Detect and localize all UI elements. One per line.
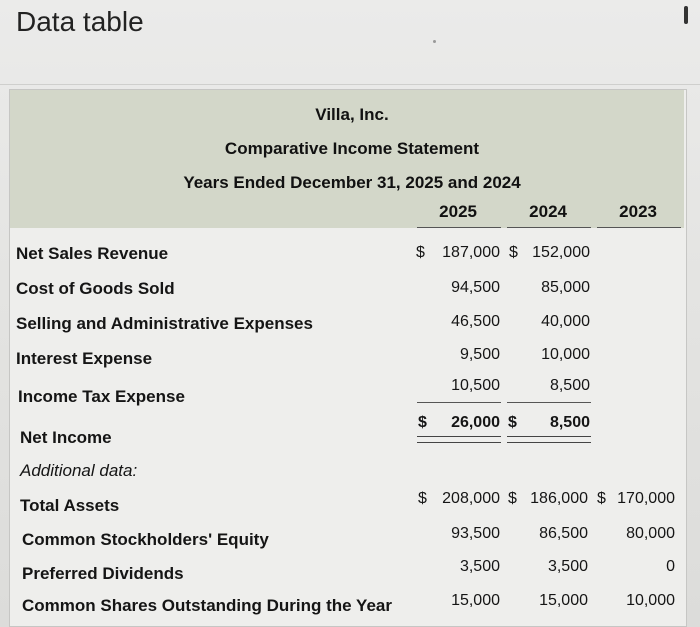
currency-symbol: $	[508, 414, 517, 431]
drag-handle-icon[interactable]	[684, 6, 688, 24]
value-2025: 208,000	[442, 490, 500, 507]
value-2024: 8,500	[549, 414, 590, 431]
currency-symbol: $	[418, 490, 427, 507]
value-2024: 186,000	[530, 490, 588, 507]
value-2024: 10,000	[541, 346, 590, 363]
currency-symbol: $	[508, 490, 517, 507]
value-2023: 80,000	[626, 525, 675, 542]
column-header-2025: 2025	[439, 202, 477, 221]
table-header-band	[10, 90, 684, 228]
row-label: Cost of Goods Sold	[16, 279, 175, 298]
statement-period: Years Ended December 31, 2025 and 2024	[183, 173, 521, 192]
row-label: Interest Expense	[16, 349, 153, 368]
additional-data-label: Additional data:	[20, 461, 138, 480]
currency-symbol: $	[597, 490, 606, 507]
value-2025: 93,500	[451, 525, 500, 542]
value-2024: 86,500	[539, 525, 588, 542]
value-2025: 46,500	[451, 313, 500, 330]
value-2025: 26,000	[451, 414, 500, 431]
value-2023: 0	[666, 558, 675, 575]
title-divider	[0, 84, 700, 85]
row-label: Selling and Administrative Expenses	[16, 314, 313, 333]
row-label: Net Income	[20, 428, 112, 447]
value-2024: 8,500	[549, 377, 590, 394]
value-2023: 170,000	[617, 490, 675, 507]
subtotal-underline-2025	[417, 402, 501, 403]
value-2024: 3,500	[547, 558, 588, 575]
currency-symbol: $	[509, 244, 518, 261]
header-underline-2023	[597, 227, 681, 228]
currency-symbol: $	[416, 244, 425, 261]
row-label: Net Sales Revenue	[16, 244, 169, 263]
row-label: Preferred Dividends	[22, 564, 184, 583]
value-2025: 94,500	[451, 279, 500, 296]
currency-symbol: $	[418, 414, 427, 431]
subtotal-underline-2024	[507, 402, 591, 403]
header-underline-2024	[507, 227, 591, 228]
value-2025: 10,500	[451, 377, 500, 394]
value-2025: 187,000	[442, 244, 500, 261]
value-2025: 15,000	[451, 592, 500, 609]
total-double-underline-2025	[417, 436, 501, 443]
value-2024: 15,000	[539, 592, 588, 609]
header-underline-2025	[417, 227, 501, 228]
row-label: Total Assets	[20, 496, 120, 515]
value-2024: 85,000	[541, 279, 590, 296]
column-header-2024: 2024	[529, 202, 567, 221]
total-double-underline-2024	[507, 436, 591, 443]
value-2023: 10,000	[626, 592, 675, 609]
value-2025: 9,500	[459, 346, 500, 363]
row-label: Common Shares Outstanding During the Yea…	[22, 596, 392, 615]
statement-name: Comparative Income Statement	[224, 139, 480, 158]
decorative-dot	[433, 40, 436, 43]
value-2024: 40,000	[541, 313, 590, 330]
value-2025: 3,500	[459, 558, 500, 575]
company-name: Villa, Inc.	[315, 105, 389, 124]
value-2024: 152,000	[532, 244, 590, 261]
column-header-2023: 2023	[619, 202, 657, 221]
row-label: Income Tax Expense	[18, 387, 185, 406]
row-label: Common Stockholders' Equity	[22, 530, 269, 549]
window-title: Data table	[16, 6, 144, 37]
